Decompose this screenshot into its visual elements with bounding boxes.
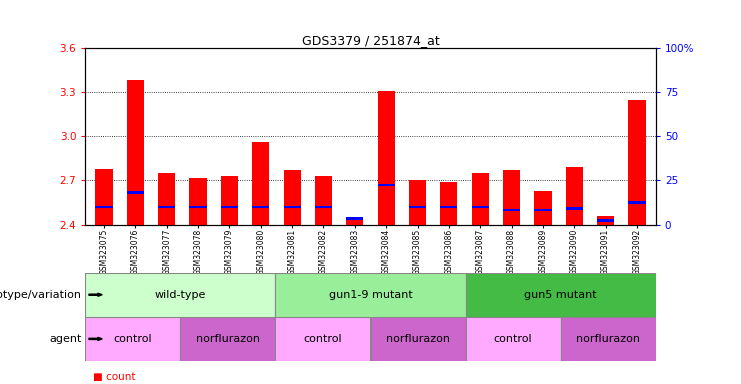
Bar xyxy=(284,206,301,208)
Bar xyxy=(127,191,144,194)
Text: control: control xyxy=(304,334,342,344)
Bar xyxy=(315,176,332,225)
Bar xyxy=(465,317,561,361)
Bar xyxy=(346,220,363,225)
Bar xyxy=(276,317,370,361)
Bar xyxy=(628,99,645,225)
Text: wild-type: wild-type xyxy=(155,290,206,300)
Bar xyxy=(315,206,332,208)
Bar xyxy=(252,206,270,208)
Bar xyxy=(628,201,645,204)
Bar xyxy=(471,206,489,208)
Bar xyxy=(465,273,656,317)
Bar xyxy=(346,217,363,220)
Bar xyxy=(85,317,180,361)
Bar xyxy=(378,184,395,186)
Bar xyxy=(378,91,395,225)
Text: norflurazon: norflurazon xyxy=(386,334,450,344)
Bar xyxy=(252,142,270,225)
Bar xyxy=(158,206,176,208)
Text: norflurazon: norflurazon xyxy=(576,334,640,344)
Bar xyxy=(276,273,465,317)
Bar xyxy=(597,219,614,222)
Bar xyxy=(597,216,614,225)
Bar xyxy=(221,206,238,208)
Bar xyxy=(471,173,489,225)
Bar xyxy=(565,207,583,210)
Bar xyxy=(190,206,207,208)
Text: ■ count: ■ count xyxy=(93,372,135,382)
Bar xyxy=(127,80,144,225)
Text: gun1-9 mutant: gun1-9 mutant xyxy=(328,290,413,300)
Bar xyxy=(190,177,207,225)
Bar xyxy=(534,209,551,211)
Text: agent: agent xyxy=(49,334,82,344)
Bar xyxy=(85,273,276,317)
Bar xyxy=(96,169,113,225)
Bar xyxy=(440,182,457,225)
Bar xyxy=(503,170,520,225)
Bar xyxy=(565,167,583,225)
Bar xyxy=(180,317,276,361)
Bar xyxy=(221,176,238,225)
Bar xyxy=(158,173,176,225)
Text: control: control xyxy=(494,334,533,344)
Bar xyxy=(96,206,113,208)
Bar xyxy=(503,209,520,211)
Bar xyxy=(534,191,551,225)
Bar xyxy=(561,317,656,361)
Bar xyxy=(409,180,426,225)
Title: GDS3379 / 251874_at: GDS3379 / 251874_at xyxy=(302,34,439,47)
Text: norflurazon: norflurazon xyxy=(196,334,260,344)
Bar xyxy=(370,317,465,361)
Bar xyxy=(440,206,457,208)
Text: gun5 mutant: gun5 mutant xyxy=(525,290,597,300)
Bar xyxy=(284,170,301,225)
Text: genotype/variation: genotype/variation xyxy=(0,290,82,300)
Text: control: control xyxy=(113,334,152,344)
Bar xyxy=(409,206,426,208)
